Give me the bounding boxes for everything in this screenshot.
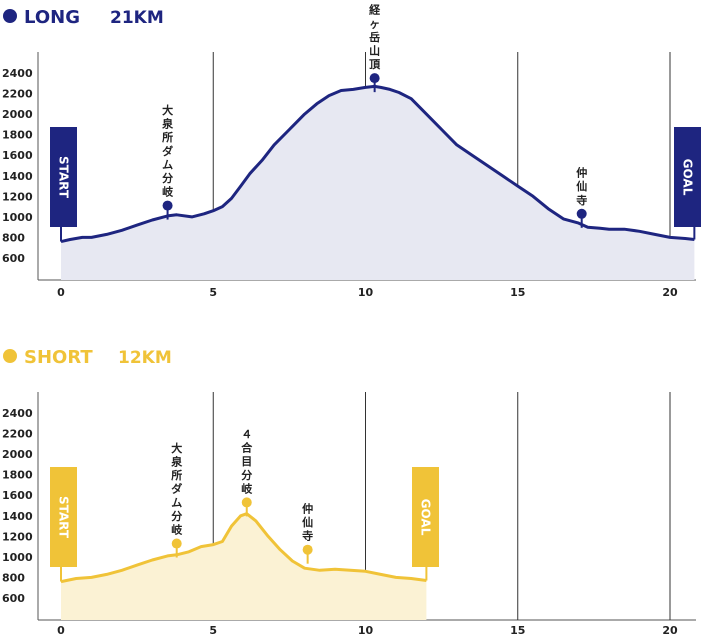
chart-0-marker-1-char: 岳 [369, 30, 380, 44]
chart-0-xtick-20: 20 [662, 286, 678, 299]
chart-1-marker-0-char: ム [171, 496, 182, 509]
chart-0-marker-0-char: 岐 [162, 185, 174, 199]
chart-1-marker-1-label: ４合目分岐 [241, 428, 253, 495]
chart-0-marker-0-char: ム [162, 158, 173, 171]
chart-0-ytick-2400: 2400 [2, 67, 33, 80]
chart-0-marker-0-char: ダ [162, 144, 173, 158]
chart-1-ytick-1600: 1600 [2, 489, 33, 502]
chart-1-start-label: START [57, 496, 71, 539]
chart-0-group: LONG 21KM 2400 2200 2000 1800 1600 1400 1200 1000… [2, 3, 701, 299]
chart-1-marker-1-char: 岐 [241, 481, 253, 495]
chart-1-ytick-2000: 2000 [2, 448, 33, 461]
chart-0-goal-label: GOAL [681, 159, 695, 196]
chart-0-line [60, 84, 695, 244]
chart-1-marker-0-char: 岐 [171, 523, 183, 537]
chart-0-title-dot [3, 9, 17, 23]
chart-1-title-dot [3, 349, 17, 363]
chart-0-marker-0-char: 泉 [161, 117, 174, 131]
chart-0-marker-0-char: 分 [162, 171, 173, 185]
chart-0-xtick-15: 15 [510, 286, 525, 299]
chart-1-start-badge [50, 467, 77, 567]
chart-0-ytick-2000: 2000 [2, 108, 33, 121]
chart-0-ytick-1400: 1400 [2, 170, 33, 183]
chart-1-ytick-600: 600 [2, 592, 25, 605]
chart-1-marker-2-char: 寺 [302, 529, 313, 543]
chart-0-marker-2-char: 仙 [576, 179, 587, 193]
chart-0-ytick-800: 800 [2, 231, 25, 244]
chart-1-line [60, 512, 427, 584]
chart-1-marker-0-char: 所 [171, 468, 182, 482]
chart-1-marker-1-dot [241, 497, 252, 508]
chart-1-goal-badge [412, 467, 439, 567]
chart-0-marker-0-char: 所 [162, 130, 173, 144]
chart-0-marker-0-char: 大 [162, 103, 173, 117]
chart-0-ytick-1200: 1200 [2, 190, 33, 203]
chart-1-marker-0-char: ダ [171, 482, 182, 496]
chart-0-marker-1-char: ヶ [369, 17, 380, 30]
chart-0-marker-2-char: 仲 [576, 166, 587, 180]
chart-1-group: SHORT 12KM2400220020001800160014001200100… [2, 347, 696, 635]
chart-1-ytick-1800: 1800 [2, 469, 33, 482]
chart-0-marker-0-dot [162, 200, 173, 211]
chart-1-marker-0-char: 分 [171, 509, 182, 523]
chart-1-marker-2-char: 仲 [302, 501, 313, 515]
chart-0-ytick-1000: 1000 [2, 211, 33, 224]
chart-0-marker-2-label: 仲仙寺 [576, 166, 587, 207]
chart-0-ytick-600: 600 [2, 252, 25, 265]
chart-0-marker-1-dot [369, 73, 380, 84]
chart-1-marker-2-label: 仲仙寺 [302, 501, 313, 542]
chart-0-marker-1-char: 経 [369, 3, 381, 17]
chart-1-title: SHORT [24, 347, 93, 368]
chart-1-marker-0-label: 大泉所ダム分岐 [170, 441, 183, 537]
chart-0-area [61, 86, 695, 281]
chart-0-ytick-1800: 1800 [2, 129, 33, 142]
chart-1-xtick-15: 15 [510, 624, 525, 635]
chart-0-title: LONG [24, 7, 80, 28]
chart-0-marker-1-label: 経ヶ岳山頂 [369, 3, 381, 71]
chart-1-xtick-10: 10 [358, 624, 374, 635]
chart-1-marker-1-char: ４ [241, 428, 252, 441]
chart-1-xtick-0: 0 [57, 624, 65, 635]
chart-0-xtick-0: 0 [57, 286, 65, 299]
chart-1-marker-0-char: 泉 [170, 455, 183, 469]
chart-1-marker-1-char: 目 [241, 455, 252, 468]
chart-0-marker-2-char: 寺 [576, 193, 587, 207]
chart-0-marker-0-label: 大泉所ダム分岐 [161, 103, 174, 199]
chart-0-marker-1-char: 頂 [369, 58, 381, 71]
chart-1-title-distance: 12KM [118, 348, 172, 368]
chart-0-start-badge [50, 127, 77, 227]
chart-0-ytick-2200: 2200 [2, 88, 33, 101]
chart-0-start-label: START [57, 156, 71, 199]
chart-0-marker-2-dot [576, 208, 587, 219]
chart-1-marker-1-char: 分 [241, 468, 252, 482]
chart-1-area [61, 513, 427, 620]
chart-1-xtick-5: 5 [209, 624, 217, 635]
chart-1-goal-label: GOAL [419, 499, 433, 536]
chart-1-ytick-1200: 1200 [2, 530, 33, 543]
chart-0-ytick-1600: 1600 [2, 149, 33, 162]
chart-1-ytick-2400: 2400 [2, 407, 33, 420]
chart-0-marker-1-char: 山 [369, 44, 380, 58]
chart-1-marker-0-char: 大 [171, 441, 182, 455]
chart-0-title-distance: 21KM [110, 8, 164, 28]
chart-1-ytick-1000: 1000 [2, 551, 33, 564]
chart-1-marker-2-dot [302, 544, 313, 555]
chart-1-marker-0-dot [171, 538, 182, 549]
chart-1-ytick-800: 800 [2, 571, 25, 584]
chart-1-xtick-20: 20 [662, 624, 678, 635]
chart-1-ytick-2200: 2200 [2, 428, 33, 441]
chart-0-xtick-5: 5 [209, 286, 217, 299]
chart-1-marker-2-char: 仙 [302, 515, 313, 529]
chart-1-ytick-1400: 1400 [2, 510, 33, 523]
chart-1-marker-1-char: 合 [241, 441, 253, 455]
chart-0-xtick-10: 10 [358, 286, 374, 299]
chart-0-goal-badge [674, 127, 701, 227]
